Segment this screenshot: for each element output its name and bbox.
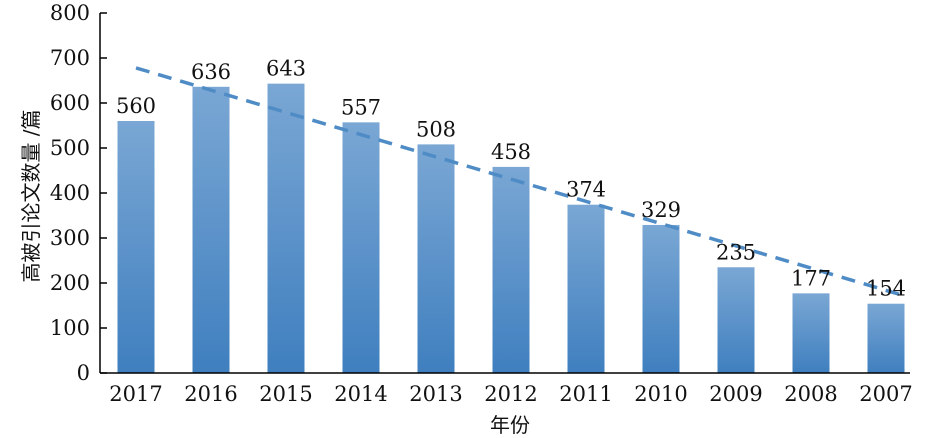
x-tick-label-2013: 2013 bbox=[409, 382, 462, 406]
x-tick-label-2011: 2011 bbox=[559, 382, 612, 406]
data-label-2017: 560 bbox=[116, 94, 156, 118]
data-label-2016: 636 bbox=[191, 60, 231, 84]
data-label-2007: 154 bbox=[866, 277, 906, 301]
x-tick-label-2015: 2015 bbox=[259, 382, 312, 406]
y-tick-label-700: 700 bbox=[50, 46, 90, 70]
x-tick-label-2016: 2016 bbox=[184, 382, 237, 406]
bar-2007 bbox=[867, 303, 905, 373]
y-tick-label-100: 100 bbox=[50, 316, 90, 340]
data-label-2008: 177 bbox=[791, 266, 831, 290]
axes-group bbox=[99, 12, 910, 374]
bar-2011 bbox=[567, 204, 605, 373]
y-tick-label-300: 300 bbox=[50, 226, 90, 250]
x-tick-label-2009: 2009 bbox=[709, 382, 762, 406]
x-tick-label-2017: 2017 bbox=[109, 382, 162, 406]
bar-2010 bbox=[642, 224, 680, 373]
y-tick-label-600: 600 bbox=[50, 91, 90, 115]
bar-2009 bbox=[717, 267, 755, 373]
y-tick-label-0: 0 bbox=[77, 361, 90, 385]
x-tick-label-2010: 2010 bbox=[634, 382, 687, 406]
x-tick-label-2012: 2012 bbox=[484, 382, 537, 406]
x-tick-label-2007: 2007 bbox=[859, 382, 912, 406]
data-label-2015: 643 bbox=[266, 57, 306, 81]
x-tick-label-2008: 2008 bbox=[784, 382, 837, 406]
data-label-2010: 329 bbox=[641, 198, 681, 222]
bar-2017 bbox=[117, 121, 155, 373]
trendline-group bbox=[135, 66, 905, 298]
data-label-2012: 458 bbox=[491, 140, 531, 164]
x-tick-label-2014: 2014 bbox=[334, 382, 387, 406]
data-label-2009: 235 bbox=[716, 240, 756, 264]
data-label-2011: 374 bbox=[566, 178, 606, 202]
y-tick-label-800: 800 bbox=[50, 1, 90, 25]
data-label-2014: 557 bbox=[341, 95, 381, 119]
bar-2012 bbox=[492, 166, 530, 373]
y-tick-label-200: 200 bbox=[50, 271, 90, 295]
bar-2013 bbox=[417, 144, 455, 373]
data-label-2013: 508 bbox=[416, 117, 456, 141]
bar-2008 bbox=[792, 293, 830, 373]
y-tick-label-500: 500 bbox=[50, 136, 90, 160]
labels-group: 560 2017 636 2016 643 2015 557 2014 508 2013 458 20… bbox=[50, 1, 913, 406]
y-tick-label-400: 400 bbox=[50, 181, 90, 205]
trendline bbox=[135, 66, 905, 298]
bars-group bbox=[117, 83, 905, 374]
bar-2015 bbox=[267, 83, 305, 374]
bar-2014 bbox=[342, 122, 380, 373]
x-axis-title: 年份 bbox=[490, 413, 530, 437]
bar-2016 bbox=[192, 86, 230, 374]
y-axis-title: 高被引论文数量 /篇 bbox=[19, 109, 43, 282]
